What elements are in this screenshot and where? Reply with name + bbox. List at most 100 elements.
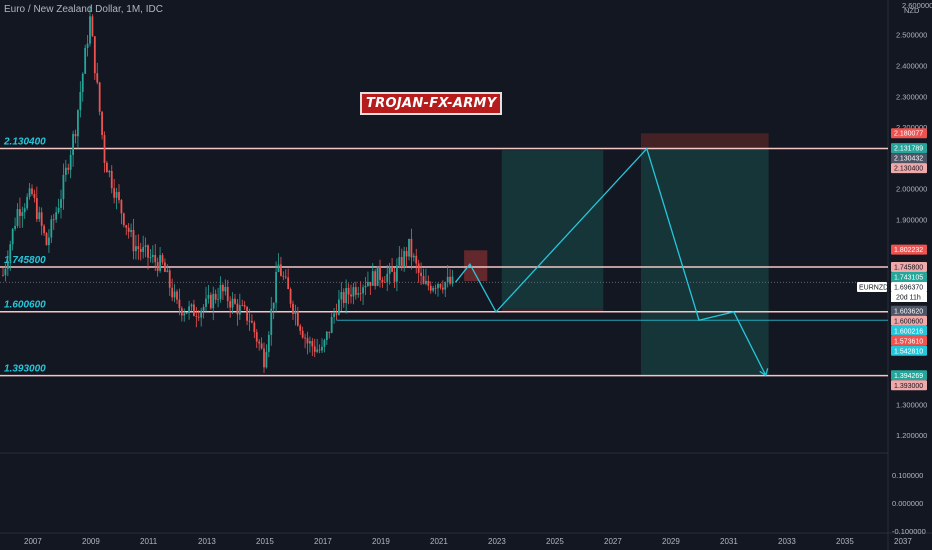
projection-path[interactable] (454, 147, 769, 377)
x-tick-label: 2025 (546, 537, 564, 546)
axis-price-pill-10[interactable] (891, 315, 927, 326)
axis-price-text-2: 2.131789 (894, 146, 923, 153)
axis-price-text-1: 2.180077 (894, 131, 923, 138)
axis-price-pill-1[interactable] (891, 128, 927, 139)
price-axis[interactable]: 1.2000001.3000001.4000001.5000001.600000… (857, 1, 932, 440)
axis-price-pill-3[interactable] (891, 153, 927, 164)
candle-body (258, 341, 261, 344)
candle-body (400, 257, 403, 268)
candle-body (81, 73, 84, 92)
candle-body (420, 272, 422, 276)
axis-price-pill-11[interactable] (891, 325, 927, 336)
candle-body (62, 174, 65, 200)
candle-body (219, 284, 222, 300)
x-tick-label: 2023 (488, 537, 506, 546)
candle-body (267, 334, 270, 352)
candle-body (79, 91, 82, 111)
axis-price-pill-14[interactable] (891, 370, 927, 381)
axis-price-pill-5[interactable] (891, 244, 927, 255)
lower-tick-label: 0.100000 (892, 471, 923, 480)
projection-line[interactable] (454, 147, 767, 376)
candle-body (89, 16, 91, 44)
candle-body (154, 254, 157, 263)
candle-body (422, 275, 425, 284)
axis-price-pill-7[interactable] (891, 271, 927, 282)
candle-body (106, 162, 108, 173)
candle-body (38, 212, 41, 220)
candle-body (316, 349, 319, 352)
candle-body (275, 271, 277, 303)
candle-body (415, 255, 418, 264)
candle-body (166, 270, 169, 272)
axis-price-text-7: 1.743105 (894, 274, 923, 281)
x-tick-label: 2017 (314, 537, 332, 546)
candle-body (159, 255, 161, 271)
candle-body (6, 261, 9, 269)
candle-body (178, 299, 181, 309)
y-tick-top: 2.600000 (902, 1, 932, 10)
axis-price-pill-2[interactable] (891, 143, 927, 154)
candle-body (410, 238, 413, 258)
candle-body (246, 306, 248, 321)
candle-body (149, 256, 152, 258)
candle-body (231, 298, 234, 308)
candle-body (197, 316, 200, 318)
candle-body (260, 343, 263, 349)
axis-price-pill-4[interactable] (891, 163, 927, 174)
candle-body (98, 82, 101, 112)
candle-body (379, 266, 381, 280)
candle-body (40, 212, 43, 226)
candle-body (299, 325, 302, 331)
axis-price-pill-9[interactable] (891, 305, 927, 316)
candle-body (202, 306, 205, 311)
candle-body (391, 266, 393, 272)
candle-body (338, 299, 340, 315)
candle-body (328, 331, 331, 333)
candle-body (408, 238, 410, 257)
candle-body (292, 303, 294, 314)
candle-body (91, 16, 94, 37)
candle-body (386, 273, 389, 283)
candle-body (345, 287, 348, 304)
candle-body (23, 208, 26, 213)
y-tick-label: 2.000000 (896, 185, 927, 194)
candle-body (241, 305, 244, 306)
candle-body (444, 282, 447, 290)
candle-body (263, 348, 265, 368)
level-label-3: 1.600600 (4, 300, 46, 311)
level-label-1: 2.130400 (3, 137, 46, 148)
axis-price-pill-13[interactable] (891, 345, 927, 356)
candle-body (340, 291, 343, 300)
axis-price-pill-6[interactable] (891, 261, 927, 272)
position-zones (464, 133, 769, 376)
candle-body (354, 287, 357, 295)
axis-price-pill-8[interactable] (891, 281, 927, 292)
axis-price-pill-12[interactable] (891, 335, 927, 346)
candle-body (43, 225, 45, 234)
candle-body (127, 227, 130, 232)
symbol-pill[interactable] (857, 281, 887, 292)
y-tick-label: 1.300000 (896, 400, 927, 409)
candle-body (200, 310, 203, 318)
axis-price-text-14: 1.394269 (894, 373, 923, 380)
axis-price-text-8: 1.696370 (894, 284, 923, 291)
time-axis[interactable]: 2007 2009 2011 2013 2015 2017 2019 2021 2023 2025… (24, 537, 912, 546)
axis-price-text-6: 1.745800 (894, 264, 923, 271)
candle-body (28, 188, 31, 197)
candle-body (238, 305, 241, 315)
x-tick-label: 2011 (140, 537, 158, 546)
candle-body (374, 271, 377, 286)
x-tick-label: 2015 (256, 537, 274, 546)
candle-body (342, 291, 345, 304)
axis-price-pill-15[interactable] (891, 380, 927, 391)
currency-label: NZD (904, 6, 920, 15)
horizontal-levels[interactable]: 2.130400 1.745800 1.600600 1.393000 (0, 137, 888, 377)
y-tick-label: 1.200000 (896, 431, 927, 440)
x-tick-label: 2029 (662, 537, 680, 546)
y-tick-label: 1.900000 (896, 216, 927, 225)
candle-body (446, 276, 449, 283)
x-tick-label: 2019 (372, 537, 390, 546)
candle-body (294, 311, 297, 314)
candle-body (301, 330, 304, 338)
